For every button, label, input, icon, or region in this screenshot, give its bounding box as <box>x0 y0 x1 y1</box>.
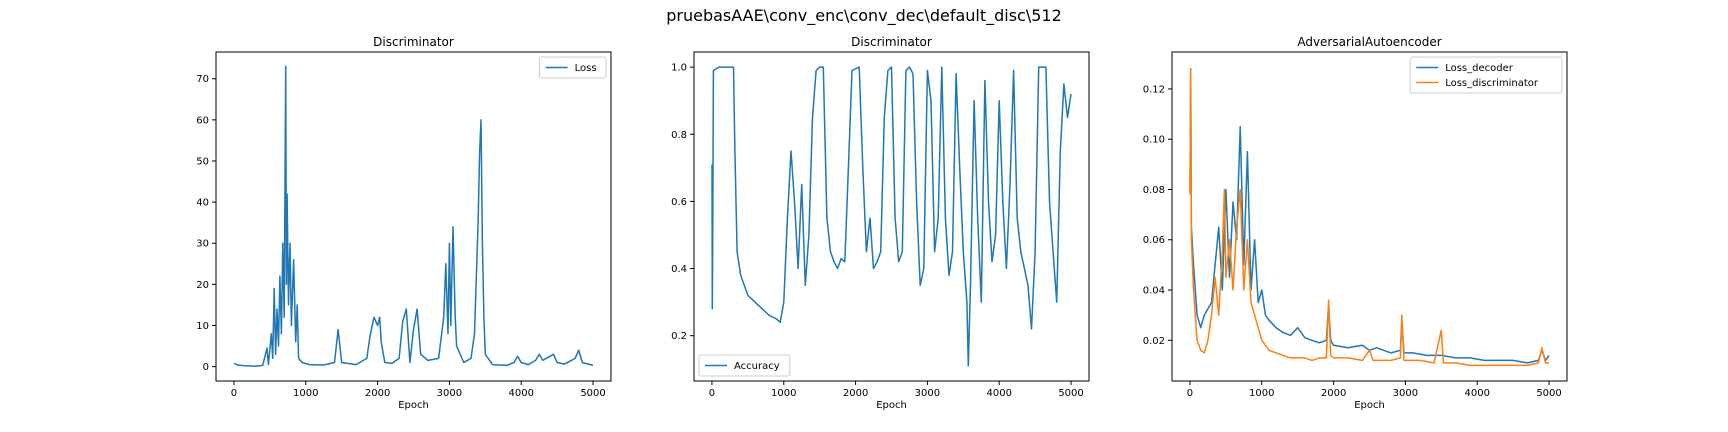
y-tick-label: 50 <box>196 156 209 167</box>
y-tick-label: 0.12 <box>1143 84 1165 95</box>
legend-label: Loss <box>575 63 597 74</box>
y-tick-label: 0.4 <box>671 264 687 275</box>
chart-panel-1: 0 1000 2000 3000 4000 5000 0 10 20 30 40 50 60 70 Disc… <box>196 35 612 411</box>
legend-box <box>1409 56 1563 94</box>
x-tick-label: 0 <box>231 388 237 399</box>
x-tick-label: 3000 <box>1393 388 1418 399</box>
x-tick-label: 5000 <box>580 388 605 399</box>
legend: Loss <box>539 56 607 79</box>
y-tick-label: 0.06 <box>1143 235 1165 246</box>
y-tick-label: 70 <box>196 74 209 85</box>
legend-box <box>539 56 607 79</box>
y-tick-label: 0.2 <box>671 331 687 342</box>
x-tick-label: 0 <box>709 388 715 399</box>
x-axis-label: Epoch <box>876 400 907 411</box>
x-tick-label: 3000 <box>437 388 462 399</box>
legend: Accuracy <box>698 354 791 377</box>
x-tick-label: 4000 <box>1465 388 1490 399</box>
series-line-loss_decoder <box>1189 68 1550 364</box>
legend: Loss_decoder Loss_discriminator <box>1409 56 1563 94</box>
y-tick-label: 30 <box>196 239 209 250</box>
plot-frame <box>1171 51 1568 382</box>
y-tick-label: 0.8 <box>671 130 687 141</box>
y-tick-label: 0.6 <box>671 197 687 208</box>
x-tick-label: 3000 <box>915 388 940 399</box>
plot-frame <box>215 51 612 382</box>
y-tick-label: 10 <box>196 321 209 332</box>
x-tick-label: 4000 <box>509 388 534 399</box>
legend-box <box>698 354 791 377</box>
legend-label: Loss_discriminator <box>1445 78 1539 89</box>
series-line-loss_discriminator <box>1189 68 1549 367</box>
x-axis-label: Epoch <box>398 400 429 411</box>
x-tick-label: 5000 <box>1058 388 1083 399</box>
x-tick-label: 2000 <box>365 388 390 399</box>
x-tick-label: 2000 <box>843 388 868 399</box>
y-tick-label: 0.02 <box>1143 336 1165 347</box>
x-tick-label: 1000 <box>293 388 318 399</box>
x-tick-label: 1000 <box>1249 388 1274 399</box>
y-tick-label: 20 <box>196 280 209 291</box>
chart-title: Discriminator <box>373 35 454 49</box>
x-tick-label: 5000 <box>1536 388 1561 399</box>
x-tick-label: 2000 <box>1321 388 1346 399</box>
chart-title: AdversarialAutoencoder <box>1297 35 1441 49</box>
series-line-accuracy <box>711 66 1072 367</box>
y-tick-label: 0.10 <box>1143 135 1165 146</box>
chart-title: Discriminator <box>851 35 932 49</box>
y-tick-label: 0.04 <box>1143 286 1165 297</box>
y-tick-label: 0.08 <box>1143 185 1165 196</box>
x-axis-label: Epoch <box>1354 400 1385 411</box>
y-tick-label: 1.0 <box>671 63 687 74</box>
x-tick-label: 0 <box>1187 388 1193 399</box>
y-tick-label: 0 <box>203 362 209 373</box>
figure-suptitle: pruebasAAE\conv_enc\conv_dec\default_dis… <box>666 6 1062 25</box>
chart-panel-2: 0 1000 2000 3000 4000 5000 0.2 0.4 0.6 0.8 1.0 Disc… <box>671 35 1090 411</box>
y-tick-label: 60 <box>196 115 209 126</box>
series-line-loss <box>233 65 594 367</box>
legend-label: Accuracy <box>734 361 780 372</box>
x-tick-label: 4000 <box>987 388 1012 399</box>
legend-label: Loss_decoder <box>1445 63 1514 74</box>
x-tick-label: 1000 <box>771 388 796 399</box>
plot-frame <box>693 51 1090 382</box>
y-tick-label: 40 <box>196 198 209 209</box>
chart-panel-3: 0 1000 2000 3000 4000 5000 0.02 0.04 0.06 0.08 0.1… <box>1143 35 1568 411</box>
